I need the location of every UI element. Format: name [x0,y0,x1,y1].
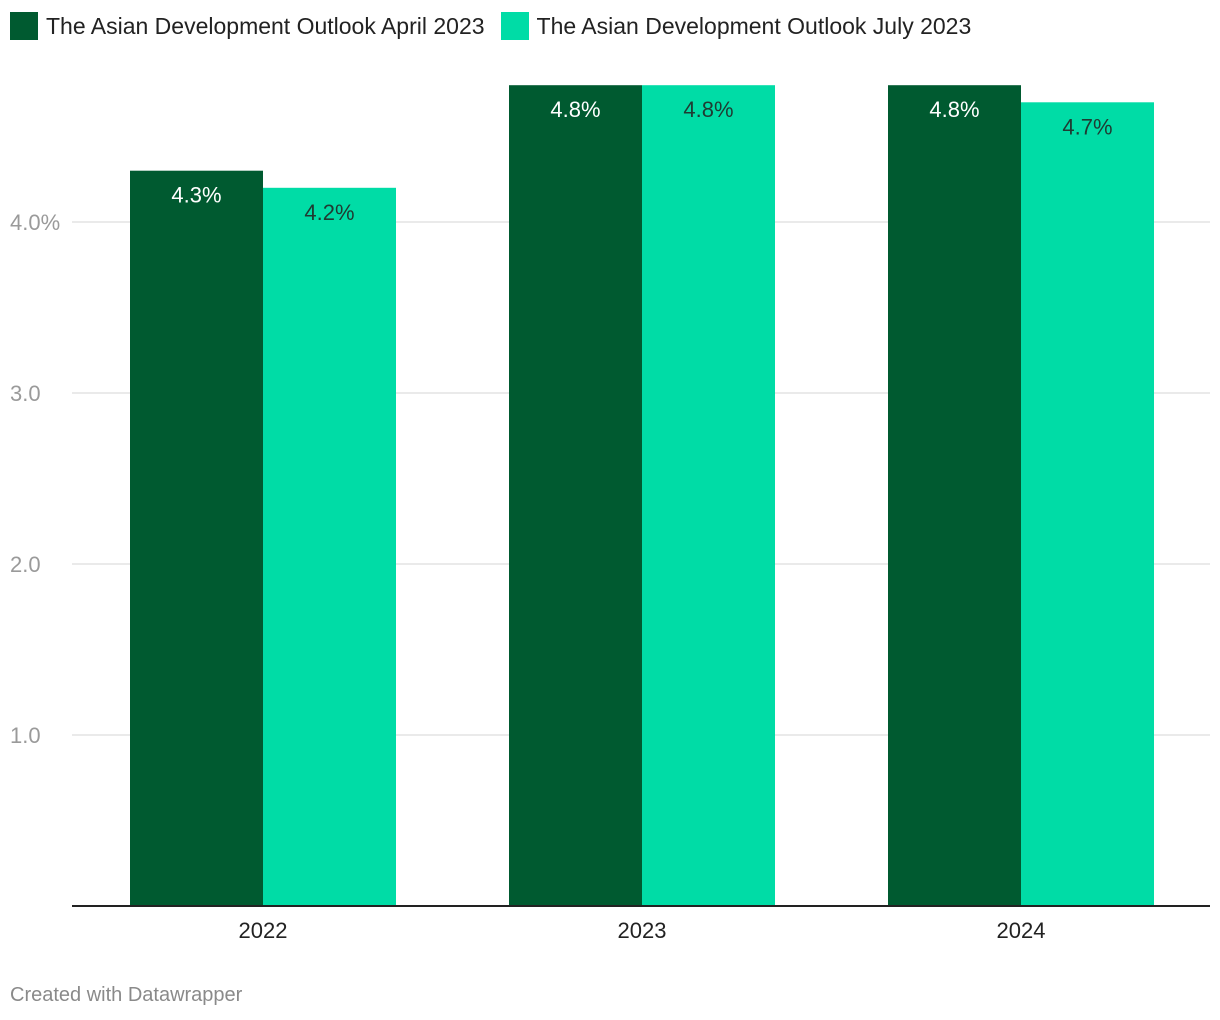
y-axis-ticks: 1.0 2.0 3.0 4.0% [10,210,60,748]
legend-swatch-april [10,12,38,40]
bar-value-label: 4.8% [929,97,979,122]
y-tick-label: 3.0 [10,381,41,406]
value-labels: 4.3% 4.2% 4.8% 4.8% 4.8% 4.7% [171,97,1112,225]
bar [509,85,642,906]
bar-value-label: 4.8% [550,97,600,122]
legend: The Asian Development Outlook April 2023… [10,10,987,42]
bar [888,85,1021,906]
bar-value-label: 4.2% [304,200,354,225]
bar [263,187,396,907]
x-tick-label: 2022 [239,918,288,943]
bar [642,85,775,906]
y-tick-label: 1.0 [10,723,41,748]
legend-label-april: The Asian Development Outlook April 2023 [46,12,485,39]
y-tick-label: 4.0% [10,210,60,235]
footer-credit: Created with Datawrapper [10,984,243,1006]
bars [130,85,1154,907]
legend-item-april: The Asian Development Outlook April 2023 [10,12,485,40]
x-tick-label: 2023 [618,918,667,943]
legend-item-july: The Asian Development Outlook July 2023 [500,12,972,40]
x-tick-label: 2024 [997,918,1046,943]
bar-value-label: 4.3% [171,183,221,208]
bar [130,170,263,906]
bar-value-label: 4.8% [683,97,733,122]
legend-swatch-july [500,12,529,40]
legend-label-july: The Asian Development Outlook July 2023 [536,12,972,39]
bar [1021,102,1154,907]
x-axis-labels: 2022 2023 2024 [239,918,1046,943]
bar-value-label: 4.7% [1062,114,1112,139]
y-tick-label: 2.0 [10,552,41,577]
